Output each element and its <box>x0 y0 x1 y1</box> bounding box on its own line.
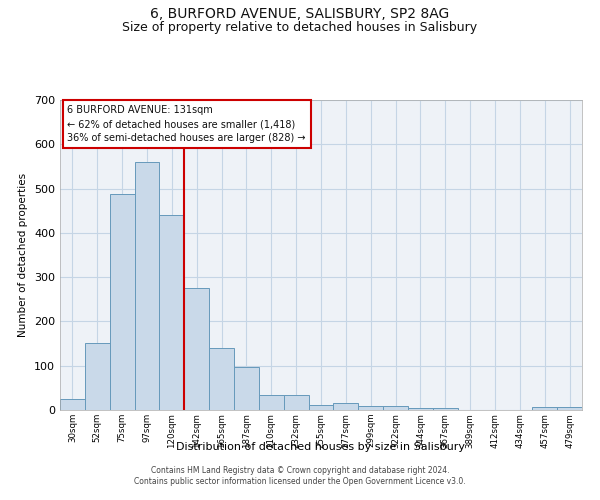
Text: 6 BURFORD AVENUE: 131sqm
← 62% of detached houses are smaller (1,418)
36% of sem: 6 BURFORD AVENUE: 131sqm ← 62% of detach… <box>67 106 306 144</box>
Bar <box>184 288 209 410</box>
Bar <box>209 348 234 410</box>
Bar <box>160 215 184 410</box>
Bar <box>234 368 259 410</box>
Bar <box>85 342 110 410</box>
Bar <box>284 394 308 410</box>
Bar <box>110 194 134 410</box>
Text: 6, BURFORD AVENUE, SALISBURY, SP2 8AG: 6, BURFORD AVENUE, SALISBURY, SP2 8AG <box>151 8 449 22</box>
Bar <box>557 407 582 410</box>
Bar <box>383 406 408 410</box>
Bar <box>433 408 458 410</box>
Bar <box>408 408 433 410</box>
Text: Contains HM Land Registry data © Crown copyright and database right 2024.: Contains HM Land Registry data © Crown c… <box>151 466 449 475</box>
Bar <box>532 407 557 410</box>
Bar <box>60 399 85 410</box>
Bar <box>259 394 284 410</box>
Bar <box>358 406 383 410</box>
Text: Distribution of detached houses by size in Salisbury: Distribution of detached houses by size … <box>176 442 466 452</box>
Text: Size of property relative to detached houses in Salisbury: Size of property relative to detached ho… <box>122 21 478 34</box>
Text: Contains public sector information licensed under the Open Government Licence v3: Contains public sector information licen… <box>134 478 466 486</box>
Bar <box>134 162 160 410</box>
Y-axis label: Number of detached properties: Number of detached properties <box>19 173 28 337</box>
Bar <box>334 404 358 410</box>
Bar <box>308 404 334 410</box>
